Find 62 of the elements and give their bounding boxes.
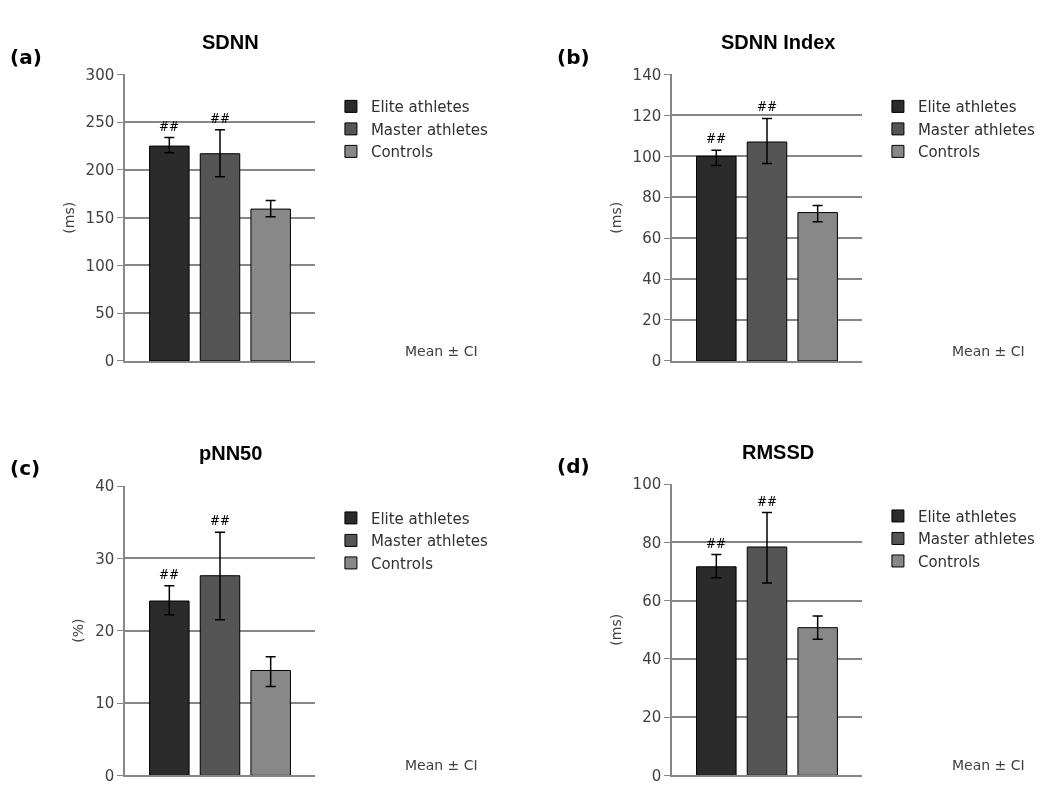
y-tick-label: 100: [632, 147, 662, 166]
y-axis-title: (ms): [607, 201, 624, 234]
y-tick-label: 250: [85, 113, 115, 132]
text: (c): [10, 456, 41, 480]
y-axis-title: (%): [70, 618, 87, 643]
y-tick-label: 40: [642, 270, 662, 289]
legend-label: Elite athletes: [917, 98, 1017, 117]
y-tick-label: 150: [85, 208, 115, 227]
annotation: ##: [159, 120, 180, 134]
annotation: ##: [757, 495, 778, 509]
legend-label: Master athletes: [370, 532, 489, 551]
y-tick-label: 0: [104, 766, 115, 785]
chart-title: SDNN: [202, 31, 259, 53]
legend-label: Controls: [917, 143, 981, 162]
annotation: ##: [757, 100, 778, 114]
y-tick-label: 0: [104, 352, 115, 371]
y-tick-label: 0: [651, 352, 662, 371]
y-axis-title: (ms): [60, 201, 77, 234]
y-tick-label: 80: [642, 533, 662, 552]
text: (b): [557, 45, 590, 69]
legend-label: Elite athletes: [917, 507, 1017, 526]
annotation: ##: [210, 514, 231, 528]
chart-title: RMSSD: [742, 441, 815, 463]
legend-label: Elite athletes: [370, 98, 470, 117]
y-tick-label: 40: [95, 477, 115, 496]
annotation: ##: [706, 537, 727, 551]
text: Mean ± CI: [405, 343, 478, 359]
legend-label: Controls: [370, 554, 434, 573]
text: Mean ± CI: [952, 757, 1025, 773]
legend-label: Master athletes: [917, 120, 1036, 139]
y-tick-label: 20: [642, 311, 662, 330]
y-tick-label: 50: [95, 304, 115, 323]
annotation: ##: [706, 132, 727, 146]
y-tick-label: 0: [651, 766, 662, 785]
annotation: ##: [210, 112, 231, 126]
y-tick-label: 20: [642, 708, 662, 727]
text: (a): [10, 45, 42, 69]
legend-label: Controls: [370, 143, 434, 162]
y-tick-label: 60: [642, 591, 662, 610]
y-tick-label: 120: [632, 106, 662, 125]
chart-title: pNN50: [199, 442, 263, 464]
y-tick-label: 10: [95, 694, 115, 713]
text: Mean ± CI: [952, 343, 1025, 359]
legend-label: Elite athletes: [370, 509, 470, 528]
y-tick-label: 100: [85, 256, 115, 275]
y-tick-label: 20: [95, 621, 115, 640]
annotation: ##: [159, 568, 180, 582]
y-tick-label: 200: [85, 161, 115, 180]
y-tick-label: 30: [95, 549, 115, 568]
legend-label: Controls: [917, 552, 981, 571]
y-tick-label: 80: [642, 188, 662, 207]
text: (d): [557, 454, 590, 478]
y-tick-label: 100: [632, 475, 662, 494]
legend-label: Master athletes: [917, 530, 1036, 549]
chart-title: SDNN Index: [721, 31, 836, 53]
y-tick-label: 40: [642, 650, 662, 669]
y-tick-label: 300: [85, 65, 115, 84]
legend-label: Master athletes: [370, 120, 489, 139]
y-tick-label: 140: [632, 65, 662, 84]
y-axis-title: (ms): [607, 613, 624, 646]
text: Mean ± CI: [405, 757, 478, 773]
y-tick-label: 60: [642, 229, 662, 248]
